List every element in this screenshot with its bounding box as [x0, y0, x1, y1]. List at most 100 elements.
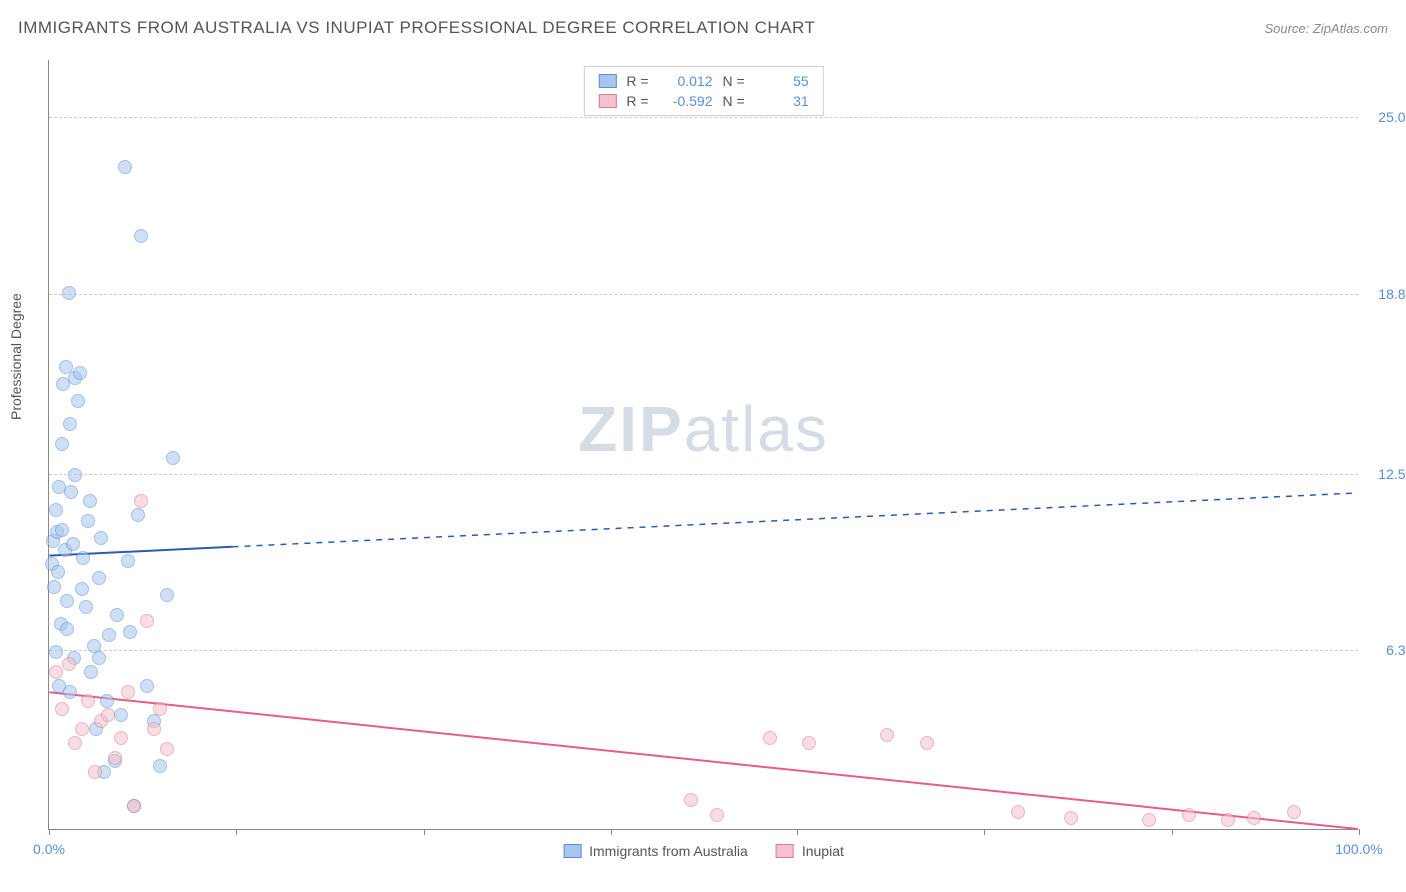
data-point	[118, 160, 132, 174]
data-point	[94, 531, 108, 545]
legend-item-1: Inupiat	[776, 843, 844, 859]
y-tick-label: 12.5%	[1363, 466, 1406, 482]
data-point	[55, 437, 69, 451]
r-label: R =	[626, 73, 648, 89]
data-point	[75, 722, 89, 736]
data-point	[76, 551, 90, 565]
legend-item-0: Immigrants from Australia	[563, 843, 748, 859]
data-point	[88, 765, 102, 779]
watermark-zip: ZIP	[578, 393, 684, 465]
n-value: 31	[755, 93, 809, 109]
legend-row-series-1: R = -0.592 N = 31	[598, 91, 808, 111]
x-tick-mark	[611, 829, 612, 835]
y-tick-label: 6.3%	[1363, 642, 1406, 658]
data-point	[102, 628, 116, 642]
trend-lines	[49, 60, 1358, 829]
data-point	[134, 229, 148, 243]
gridline	[49, 474, 1358, 475]
data-point	[1287, 805, 1301, 819]
gridline	[49, 294, 1358, 295]
x-tick-mark	[1359, 829, 1360, 835]
data-point	[160, 588, 174, 602]
data-point	[81, 514, 95, 528]
data-point	[71, 394, 85, 408]
gridline	[49, 117, 1358, 118]
x-tick-mark	[984, 829, 985, 835]
chart-plot-area: ZIPatlas R = 0.012 N = 55 R = -0.592 N =…	[48, 60, 1358, 830]
data-point	[1247, 811, 1261, 825]
watermark: ZIPatlas	[578, 392, 829, 466]
data-point	[62, 657, 76, 671]
data-point	[60, 622, 74, 636]
data-point	[1221, 813, 1235, 827]
data-point	[153, 702, 167, 716]
data-point	[114, 731, 128, 745]
n-label: N =	[723, 73, 745, 89]
data-point	[127, 799, 141, 813]
x-tick-mark	[424, 829, 425, 835]
n-value: 55	[755, 73, 809, 89]
n-label: N =	[723, 93, 745, 109]
chart-source: Source: ZipAtlas.com	[1264, 21, 1388, 36]
data-point	[140, 614, 154, 628]
x-tick-mark	[49, 829, 50, 835]
data-point	[1011, 805, 1025, 819]
series-legend: Immigrants from Australia Inupiat	[563, 843, 844, 859]
data-point	[1064, 811, 1078, 825]
data-point	[920, 736, 934, 750]
data-point	[66, 537, 80, 551]
data-point	[68, 468, 82, 482]
data-point	[131, 508, 145, 522]
data-point	[55, 523, 69, 537]
data-point	[710, 808, 724, 822]
swatch-icon	[776, 844, 794, 858]
y-tick-label: 18.8%	[1363, 286, 1406, 302]
data-point	[64, 485, 78, 499]
data-point	[49, 503, 63, 517]
data-point	[134, 494, 148, 508]
data-point	[121, 554, 135, 568]
data-point	[60, 594, 74, 608]
y-axis-label: Professional Degree	[8, 293, 24, 420]
chart-title: IMMIGRANTS FROM AUSTRALIA VS INUPIAT PRO…	[18, 18, 815, 38]
data-point	[153, 759, 167, 773]
data-point	[83, 494, 97, 508]
x-tick-mark	[236, 829, 237, 835]
data-point	[81, 694, 95, 708]
swatch-icon	[598, 94, 616, 108]
data-point	[140, 679, 154, 693]
data-point	[92, 651, 106, 665]
r-value: -0.592	[659, 93, 713, 109]
data-point	[121, 685, 135, 699]
data-point	[75, 582, 89, 596]
data-point	[880, 728, 894, 742]
data-point	[49, 645, 63, 659]
data-point	[68, 736, 82, 750]
y-tick-label: 25.0%	[1363, 109, 1406, 125]
data-point	[123, 625, 137, 639]
correlation-legend: R = 0.012 N = 55 R = -0.592 N = 31	[583, 66, 823, 116]
data-point	[84, 665, 98, 679]
data-point	[92, 571, 106, 585]
data-point	[51, 565, 65, 579]
data-point	[1182, 808, 1196, 822]
x-tick-label: 100.0%	[1335, 841, 1382, 857]
data-point	[684, 793, 698, 807]
data-point	[47, 580, 61, 594]
legend-row-series-0: R = 0.012 N = 55	[598, 71, 808, 91]
data-point	[110, 608, 124, 622]
data-point	[49, 665, 63, 679]
watermark-atlas: atlas	[684, 393, 829, 465]
data-point	[147, 722, 161, 736]
swatch-icon	[563, 844, 581, 858]
data-point	[108, 751, 122, 765]
data-point	[62, 286, 76, 300]
x-tick-label: 0.0%	[33, 841, 65, 857]
data-point	[160, 742, 174, 756]
data-point	[763, 731, 777, 745]
data-point	[166, 451, 180, 465]
data-point	[802, 736, 816, 750]
data-point	[101, 708, 115, 722]
data-point	[55, 702, 69, 716]
r-label: R =	[626, 93, 648, 109]
